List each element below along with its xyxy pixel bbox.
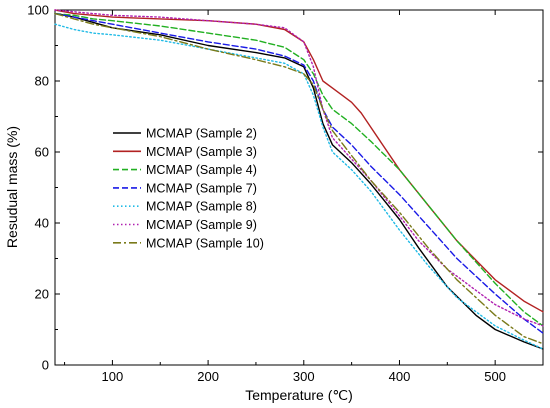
x-tick-label: 200 (197, 369, 219, 384)
y-axis: 0 20 40 60 80 100 (27, 3, 543, 373)
y-tick-label: 100 (27, 3, 49, 18)
legend-label: MCMAP (Sample 3) (146, 145, 257, 159)
series-layer (54, 9, 544, 350)
x-tick-label: 300 (293, 369, 315, 384)
legend-label: MCMAP (Sample 7) (146, 181, 257, 195)
y-tick-label: 0 (42, 358, 49, 373)
legend-label: MCMAP (Sample 4) (146, 163, 257, 177)
x-axis-title: Temperature (℃) (245, 387, 353, 403)
legend-label: MCMAP (Sample 10) (146, 236, 264, 250)
series-line-2 (54, 9, 544, 313)
legend-label: MCMAP (Sample 9) (146, 218, 257, 232)
series-line-3 (54, 12, 544, 327)
x-axis: 100 200 300 400 500 (64, 10, 544, 384)
legend-label: MCMAP (Sample 2) (146, 127, 257, 141)
series-line-6 (54, 9, 544, 327)
y-tick-label: 20 (35, 287, 49, 302)
series-line-7 (54, 12, 544, 345)
series-line-1 (54, 12, 544, 350)
legend-label: MCMAP (Sample 8) (146, 200, 257, 214)
x-tick-label: 100 (102, 369, 124, 384)
y-axis-title: Resudual mass (%) (4, 126, 20, 248)
plot-frame (54, 9, 544, 366)
legend: MCMAP (Sample 2) MCMAP (Sample 3) MCMAP (S… (113, 127, 264, 250)
x-tick-label: 500 (484, 369, 506, 384)
series-line-4 (54, 12, 544, 334)
series-line-5 (54, 23, 544, 350)
x-tick-label: 400 (389, 369, 411, 384)
y-tick-label: 40 (35, 216, 49, 231)
y-tick-label: 60 (35, 145, 49, 160)
y-tick-label: 80 (35, 74, 49, 89)
